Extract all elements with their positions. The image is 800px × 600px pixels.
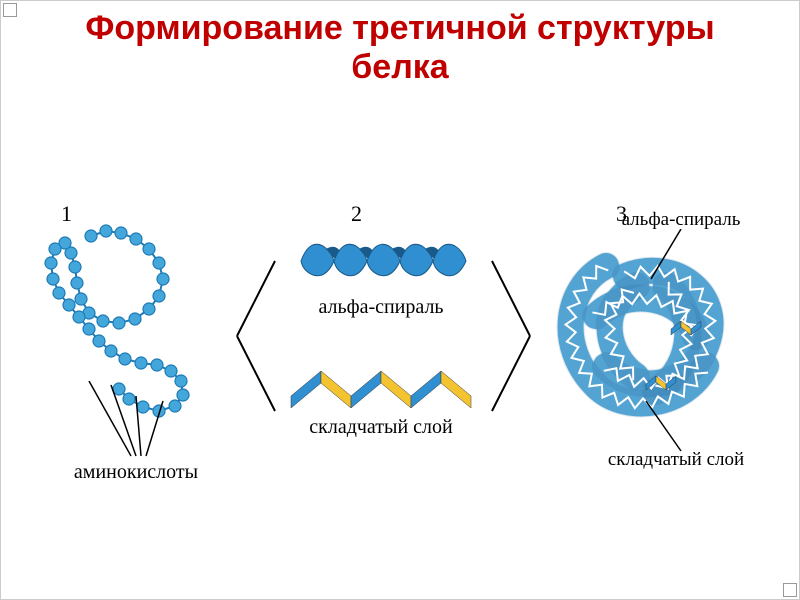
alpha-helix-3-leader: [641, 229, 721, 289]
stage-2-number: 2: [351, 201, 362, 227]
title-block: Формирование третичной структуры белка: [1, 1, 799, 87]
diagram-area: 1 2 3 аминокислоты альфа-спираль складча…: [41, 201, 759, 559]
beta-sheet-3-leader: [636, 396, 716, 456]
alpha-helix-3-label: альфа-спираль: [601, 209, 761, 231]
beta-sheet-label: складчатый слой: [286, 416, 476, 439]
beta-sheet-icon: [286, 356, 476, 416]
corner-mark: [783, 583, 797, 597]
bracket-1-to-2: [231, 251, 281, 421]
amino-acids-label: аминокислоты: [36, 461, 236, 484]
page-title: Формирование третичной структуры белка: [41, 9, 759, 87]
alpha-helix-icon: [291, 231, 471, 291]
alpha-helix-label: альфа-спираль: [291, 296, 471, 319]
corner-mark: [3, 3, 17, 17]
bracket-2-to-3: [486, 251, 536, 421]
